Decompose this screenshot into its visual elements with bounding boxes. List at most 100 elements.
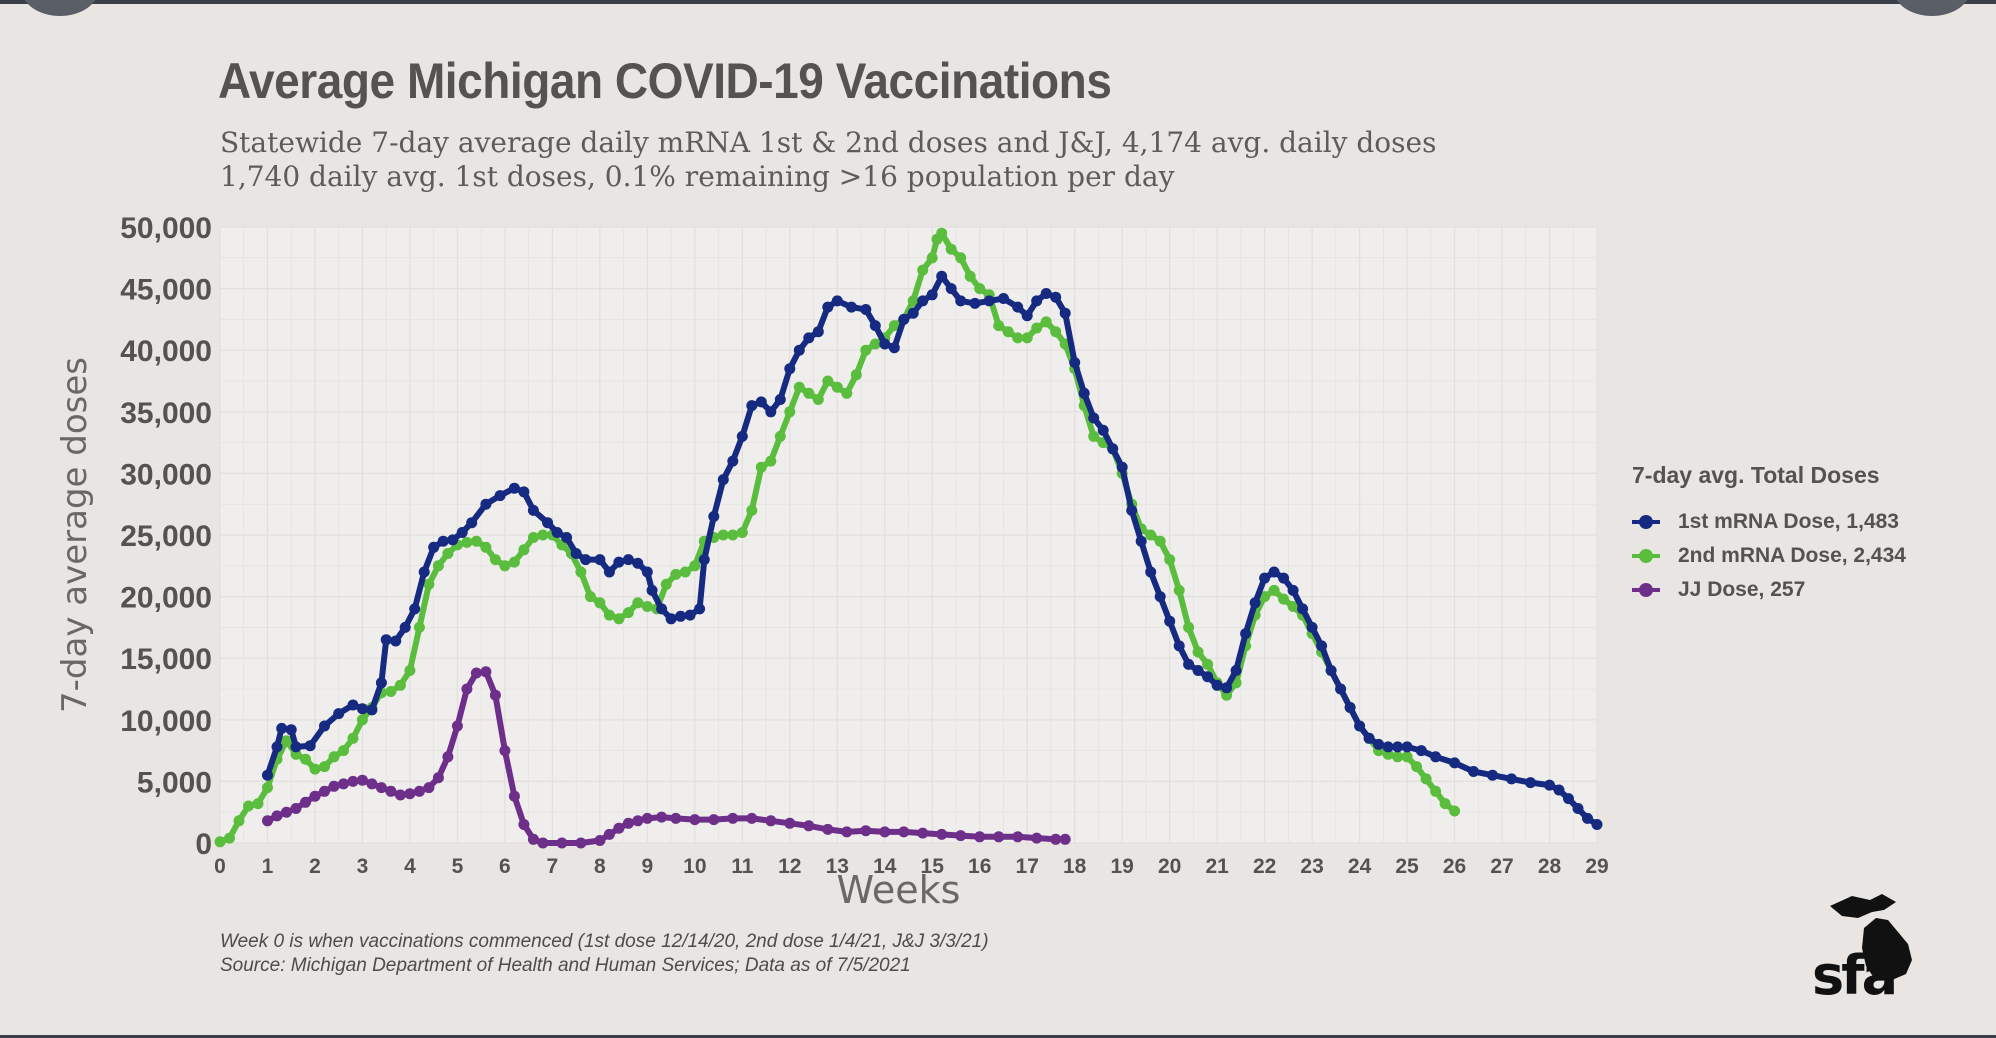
footnote: Week 0 is when vaccinations commenced (1…: [220, 930, 989, 978]
data-point-second_dose: [1040, 316, 1052, 328]
data-point-first_dose: [1525, 777, 1536, 789]
data-point-first_dose: [717, 474, 729, 486]
subtitle-line-1: Statewide 7-day average daily mRNA 1st &…: [220, 126, 1437, 159]
data-point-second_dose: [1050, 326, 1062, 338]
data-point-first_dose: [1211, 679, 1223, 691]
y-tick-label: 0: [195, 828, 212, 861]
legend-swatch-second-dose: [1632, 549, 1660, 563]
data-point-first_dose: [1297, 603, 1309, 615]
data-point-first_dose: [1040, 288, 1052, 299]
logo-text: sfa: [1812, 944, 1895, 998]
data-point-first_dose: [466, 517, 478, 529]
data-point-first_dose: [1097, 424, 1109, 436]
data-point-first_dose: [1050, 291, 1062, 303]
y-tick-label: 20,000: [120, 582, 212, 615]
data-point-first_dose: [1382, 741, 1394, 753]
data-point-jj: [670, 812, 682, 824]
data-point-first_dose: [622, 554, 634, 566]
data-point-first_dose: [983, 295, 995, 307]
data-point-second_dose: [1259, 591, 1271, 603]
data-point-second_dose: [480, 541, 492, 553]
data-point-second_dose: [508, 556, 520, 568]
data-point-first_dose: [869, 320, 881, 332]
data-point-first_dose: [418, 566, 430, 578]
data-point-second_dose: [1164, 554, 1176, 566]
data-point-second_dose: [670, 568, 682, 580]
data-point-second_dose: [964, 270, 976, 282]
data-point-first_dose: [1316, 640, 1328, 652]
data-point-second_dose: [233, 815, 245, 827]
data-point-jj: [879, 826, 891, 838]
data-point-first_dose: [765, 406, 777, 418]
data-point-first_dose: [375, 677, 387, 689]
data-point-jj: [632, 815, 644, 827]
data-point-second_dose: [736, 527, 748, 538]
legend: 7-day avg. Total Doses 1st mRNA Dose, 1,…: [1632, 462, 1906, 607]
data-point-second_dose: [822, 375, 834, 387]
data-point-first_dose: [879, 338, 891, 350]
x-tick-label: 20: [1158, 855, 1181, 878]
data-point-second_dose: [603, 609, 615, 621]
y-tick-label: 5,000: [137, 766, 212, 799]
y-tick-label: 45,000: [120, 274, 212, 307]
x-tick-label: 17: [1016, 855, 1039, 878]
data-point-second_dose: [1420, 773, 1432, 785]
data-point-first_dose: [319, 720, 330, 732]
data-point-second_dose: [993, 320, 1005, 332]
data-point-first_dose: [1591, 819, 1603, 830]
data-point-first_dose: [390, 635, 402, 647]
data-point-first_dose: [694, 603, 706, 615]
data-point-second_dose: [888, 320, 900, 332]
data-point-jj: [860, 825, 872, 837]
data-point-first_dose: [727, 455, 739, 467]
data-point-second_dose: [679, 566, 691, 578]
data-point-jj: [394, 789, 406, 801]
data-point-first_dose: [271, 741, 283, 753]
data-point-first_dose: [304, 740, 316, 752]
data-point-jj: [347, 775, 359, 787]
data-point-first_dose: [1572, 803, 1584, 814]
data-point-second_dose: [1002, 326, 1014, 338]
data-point-jj: [537, 837, 549, 849]
chart-subtitle: Statewide 7-day average daily mRNA 1st &…: [220, 126, 1436, 194]
data-point-first_dose: [447, 534, 459, 546]
data-point-jj: [385, 785, 397, 797]
data-point-second_dose: [1287, 601, 1299, 612]
data-point-second_dose: [689, 560, 701, 572]
data-point-first_dose: [1240, 628, 1252, 640]
x-tick-label: 25: [1395, 855, 1419, 878]
data-point-second_dose: [1192, 646, 1204, 658]
data-point-first_dose: [708, 511, 720, 522]
data-point-first_dose: [1088, 412, 1100, 424]
data-point-second_dose: [622, 607, 634, 619]
x-tick-label: 2: [309, 855, 321, 878]
data-point-first_dose: [570, 548, 582, 559]
data-point-first_dose: [366, 704, 378, 716]
data-point-second_dose: [356, 714, 368, 726]
data-point-jj: [955, 830, 967, 842]
data-point-first_dose: [998, 293, 1009, 304]
data-point-second_dose: [936, 227, 948, 239]
series-second_dose: [214, 227, 1461, 848]
data-point-second_dose: [537, 529, 549, 541]
data-point-jj: [1050, 833, 1062, 845]
x-tick-label: 19: [1110, 855, 1133, 878]
x-tick-label: 11: [731, 855, 754, 878]
data-point-first_dose: [641, 566, 653, 578]
data-point-first_dose: [527, 504, 539, 516]
data-point-first_dose: [551, 527, 563, 538]
michigan-map-icon: [1830, 894, 1912, 980]
data-point-jj: [1012, 831, 1024, 843]
data-point-first_dose: [888, 342, 900, 354]
data-point-first_dose: [1249, 597, 1261, 609]
data-point-jj: [290, 803, 302, 814]
data-point-first_dose: [1373, 738, 1385, 750]
legend-swatch-first-dose: [1632, 515, 1660, 529]
data-point-second_dose: [746, 504, 758, 516]
data-point-jj: [319, 785, 330, 797]
data-point-first_dose: [380, 634, 392, 646]
data-point-jj: [271, 810, 283, 822]
data-point-jj: [300, 796, 311, 808]
data-point-second_dose: [632, 597, 644, 609]
data-point-jj: [841, 826, 853, 838]
